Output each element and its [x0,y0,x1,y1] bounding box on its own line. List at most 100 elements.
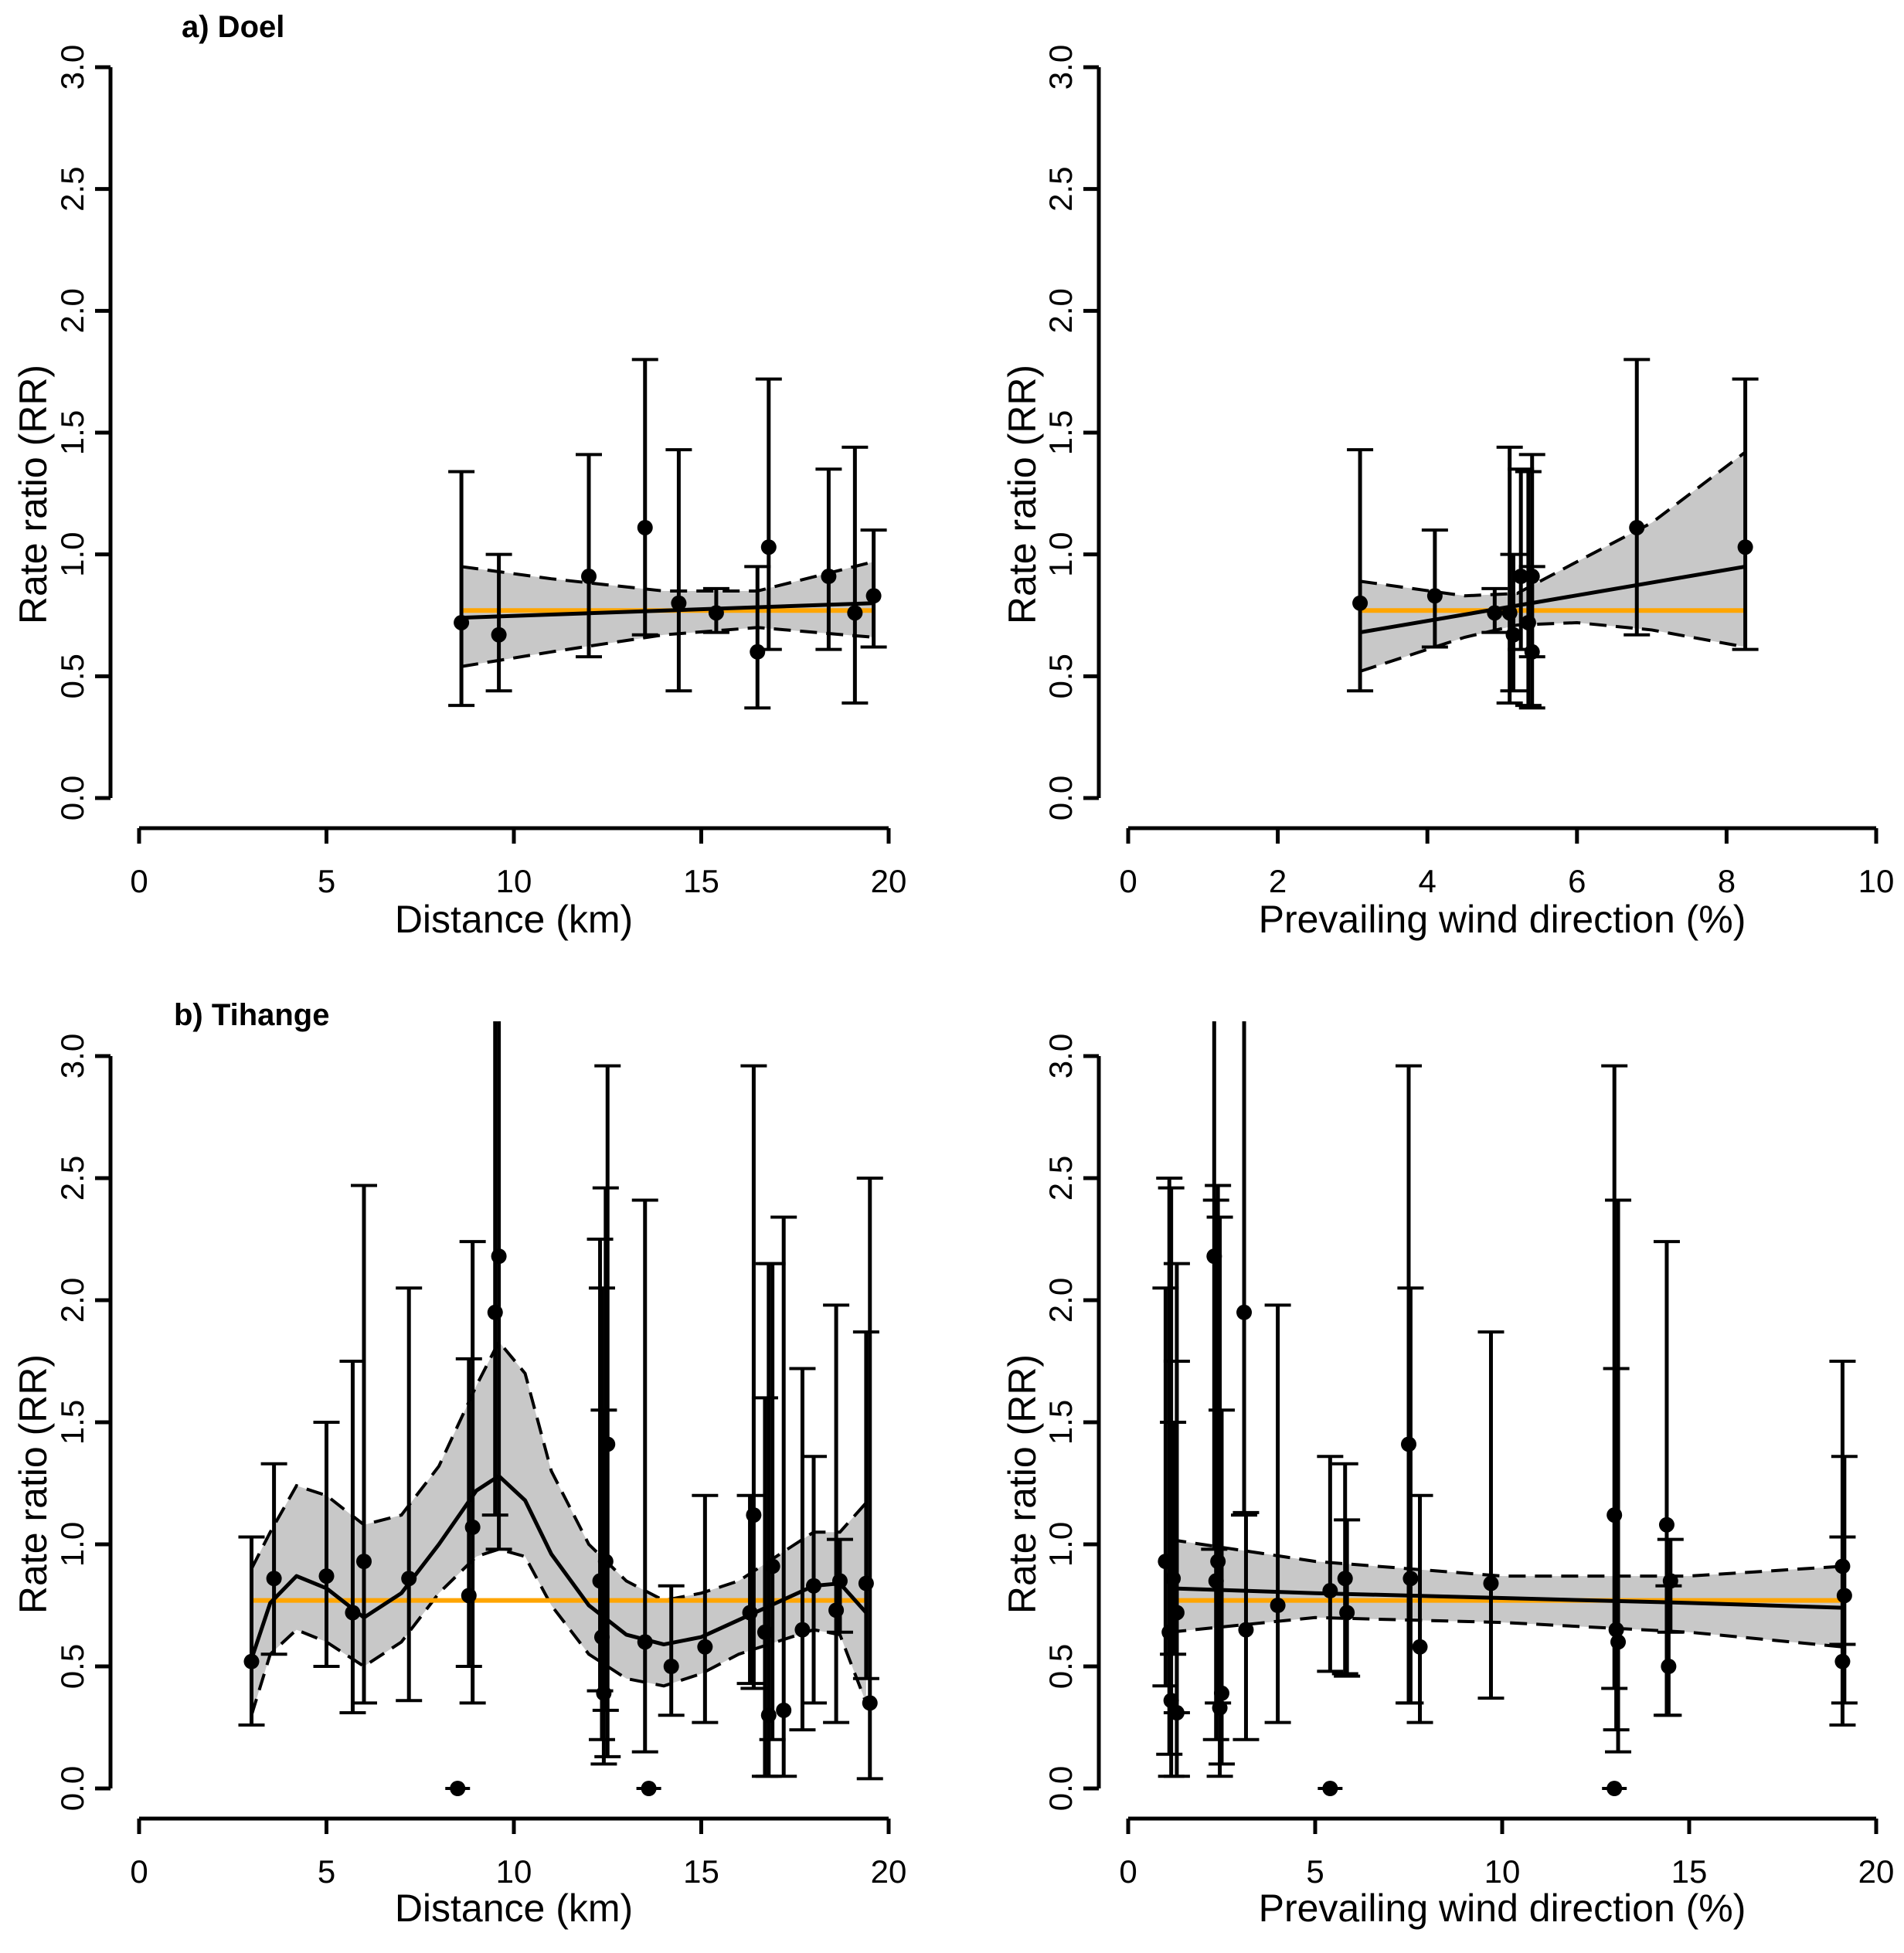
error-bar [1829,1535,1856,1727]
band-lower-line [461,626,874,668]
y-tick-label: 0.5 [54,654,90,698]
error-bar [1605,1198,1632,1754]
data-point [708,605,724,621]
y-axis-title: Rate ratio (RR) [1001,1354,1044,1614]
x-axis: 0 5 10 15 20 Prevailing wind direction (%) [1119,1816,1895,1930]
panel-doel-wind: 0.0 0.5 1.0 1.5 2.0 2.5 3.0 Rate ratio (RR) 0 2 4 6… [1001,45,1894,941]
error-bar [1264,1303,1291,1724]
error-bar [631,1198,658,1754]
fit-line [1169,1586,1843,1610]
error-bar [755,377,782,651]
data-point [750,644,766,660]
x-axis-title: Prevailing wind direction (%) [1259,1887,1746,1930]
data-point [1339,1605,1355,1621]
data-point [464,1519,481,1535]
fit-line [461,601,874,620]
band-lower-line [1359,620,1746,673]
y-tick-label: 0.5 [1042,1644,1079,1689]
error-bar [815,467,842,651]
y-axis: 0.0 0.5 1.0 1.5 2.0 2.5 3.0 Rate ratio (RR) [12,45,113,820]
error-bar [1477,1330,1504,1700]
data-point [1606,1781,1623,1796]
data-point [1661,1659,1677,1674]
data-point [1662,1573,1678,1589]
y-tick-label: 2.5 [54,1156,90,1201]
error-bar [852,1330,879,1680]
x-axis-title: Distance (km) [395,898,633,941]
x-tick-label: 0 [1119,1853,1137,1890]
y-axis: 0.0 0.5 1.0 1.5 2.0 2.5 3.0 Rate ratio (RR) [12,1034,113,1811]
confidence-band [1169,1539,1843,1647]
data-point [1483,1575,1499,1591]
y-tick-label: 1.5 [54,1400,90,1445]
data-point [1352,595,1368,611]
error-bar [842,445,869,705]
y-tick-label: 1.5 [54,410,90,455]
data-point [637,1634,653,1650]
data-point [1629,519,1645,535]
y-tick-label: 3.0 [1042,1034,1079,1078]
panel-tihange-distance: 0.0 0.5 1.0 1.5 2.0 2.5 3.0 Rate ratio (RR) 0 5 10… [12,998,906,1930]
error-bar [485,552,512,693]
data-point [1270,1598,1286,1613]
band-lower-line [250,1547,868,1716]
x-tick-label: 10 [1858,863,1895,899]
data-point [266,1571,282,1587]
x-tick-label: 6 [1568,863,1586,899]
data-point [1524,644,1540,660]
data-point [760,539,777,555]
data-point [491,627,507,643]
error-bar [789,1367,816,1732]
error-bar [823,1303,850,1724]
x-tick-label: 5 [1306,1853,1324,1890]
error-bar [1496,445,1523,705]
x-tick-label: 20 [1858,1853,1895,1890]
x-tick-label: 4 [1419,863,1436,899]
y-tick-label: 2.0 [1042,288,1079,333]
y-tick-label: 2.0 [1042,1278,1079,1323]
y-axis-title: Rate ratio (RR) [12,365,55,624]
x-tick-label: 0 [130,1853,148,1890]
panel-label: b) Tihange [174,998,329,1032]
x-tick-label: 15 [683,863,719,899]
fit-line [1359,564,1746,635]
data-point [243,1653,260,1669]
error-bar [740,1064,767,1690]
y-tick-label: 0.0 [1042,1766,1079,1811]
y-tick-label: 2.5 [1042,166,1079,211]
y-tick-label: 2.5 [54,166,90,211]
error-bar [455,1357,482,1668]
y-tick-label: 2.0 [54,288,90,333]
x-tick-label: 20 [871,1853,907,1890]
y-tick-label: 3.0 [54,1034,90,1078]
y-tick-label: 3.0 [54,45,90,90]
error-bar [313,1421,340,1668]
y-axis-title: Rate ratio (RR) [1001,365,1044,624]
x-tick-label: 10 [1484,1853,1521,1890]
x-tick-label: 10 [496,863,532,899]
x-tick-label: 5 [318,863,335,899]
error-bar [1732,377,1759,651]
y-tick-label: 1.5 [1042,1400,1079,1445]
x-tick-label: 8 [1718,863,1736,899]
y-axis: 0.0 0.5 1.0 1.5 2.0 2.5 3.0 Rate ratio (RR) [1001,1034,1101,1811]
data-point [663,1659,679,1674]
error-bar [658,1584,685,1717]
error-bar [744,565,771,710]
data-point [1487,605,1503,621]
error-bar [1334,1518,1361,1678]
data-point [356,1554,372,1570]
confidence-band [251,1341,866,1716]
data-point [454,614,470,630]
data-point [1505,627,1522,643]
data-point [1412,1639,1428,1655]
x-tick-label: 2 [1269,863,1287,899]
x-axis: 0 2 4 6 8 10 Prevailing wind direction (%) [1119,826,1895,941]
y-tick-label: 0.0 [54,1766,90,1811]
data-point [641,1781,657,1796]
data-point [1214,1685,1229,1701]
y-tick-label: 2.0 [54,1278,90,1323]
error-bar [576,453,602,659]
error-bar [1209,1408,1235,1766]
